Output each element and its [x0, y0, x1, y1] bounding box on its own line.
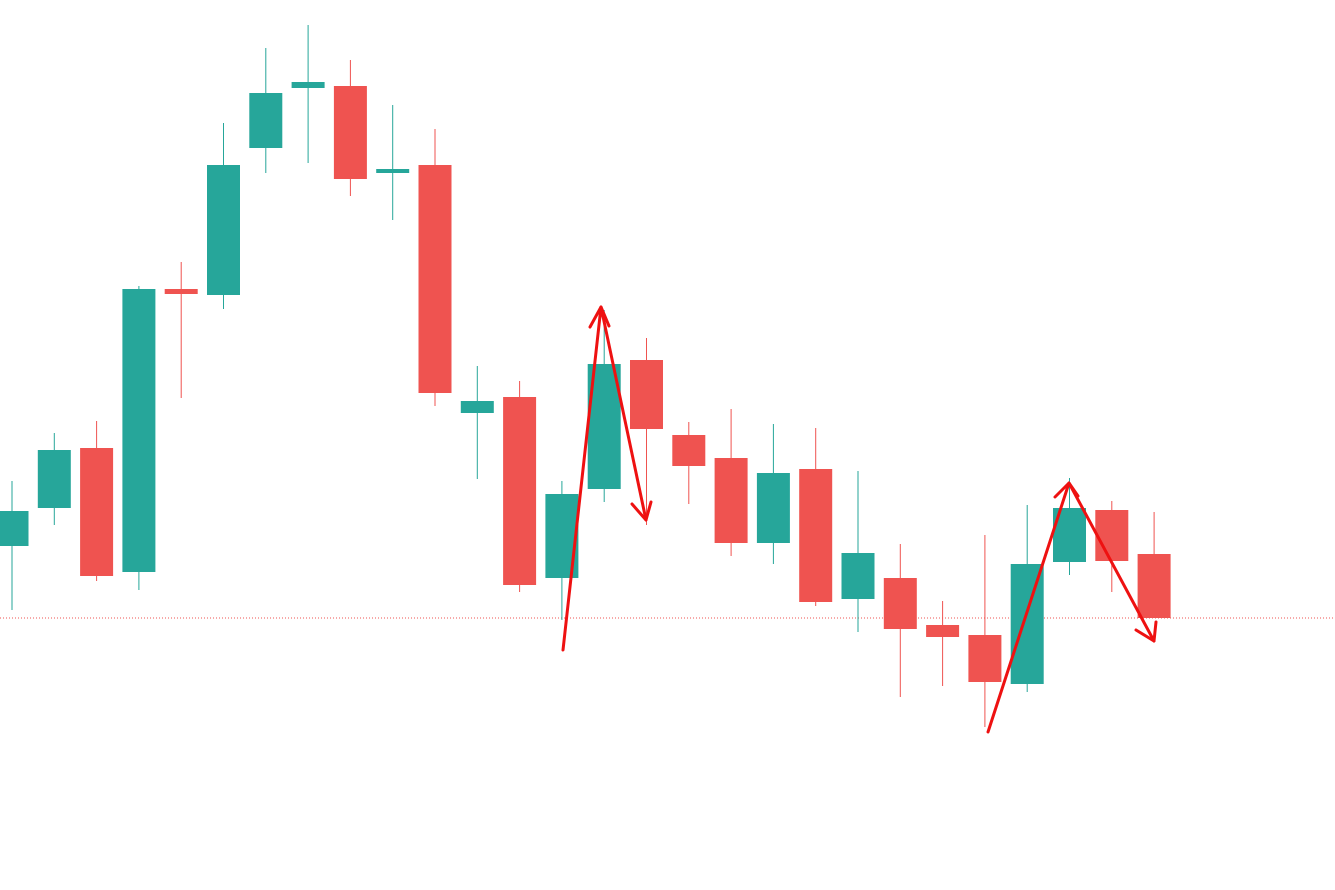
candles: [0, 25, 1171, 727]
candle-body: [672, 435, 706, 466]
candle-body: [883, 578, 917, 629]
arrow-head: [630, 500, 653, 522]
arrow-head: [1134, 620, 1158, 643]
candle-body: [376, 169, 410, 173]
candle-body: [799, 469, 833, 602]
candle-body: [0, 511, 29, 546]
arrow-head: [588, 305, 611, 329]
candle-body: [968, 635, 1002, 682]
candle-body: [122, 289, 156, 572]
candle-body: [460, 401, 494, 413]
candle-body: [756, 473, 790, 543]
candle-body: [37, 450, 71, 508]
candle-body: [249, 93, 283, 148]
annotation-arrows: [561, 305, 1158, 734]
candle-body: [333, 86, 367, 179]
candle-body: [1137, 554, 1171, 618]
candle-body: [1010, 564, 1044, 684]
arrow-head: [1053, 481, 1080, 499]
candle-body: [714, 458, 748, 543]
candle-body: [418, 165, 452, 393]
candle-body: [291, 82, 325, 88]
candle-body: [630, 360, 663, 429]
candle-body: [80, 448, 114, 576]
candle-body: [207, 165, 240, 295]
candle-body: [503, 397, 537, 585]
candle-body: [926, 625, 960, 637]
candle-body: [1095, 510, 1129, 561]
candle-body: [841, 553, 875, 599]
candle-body: [164, 289, 198, 294]
